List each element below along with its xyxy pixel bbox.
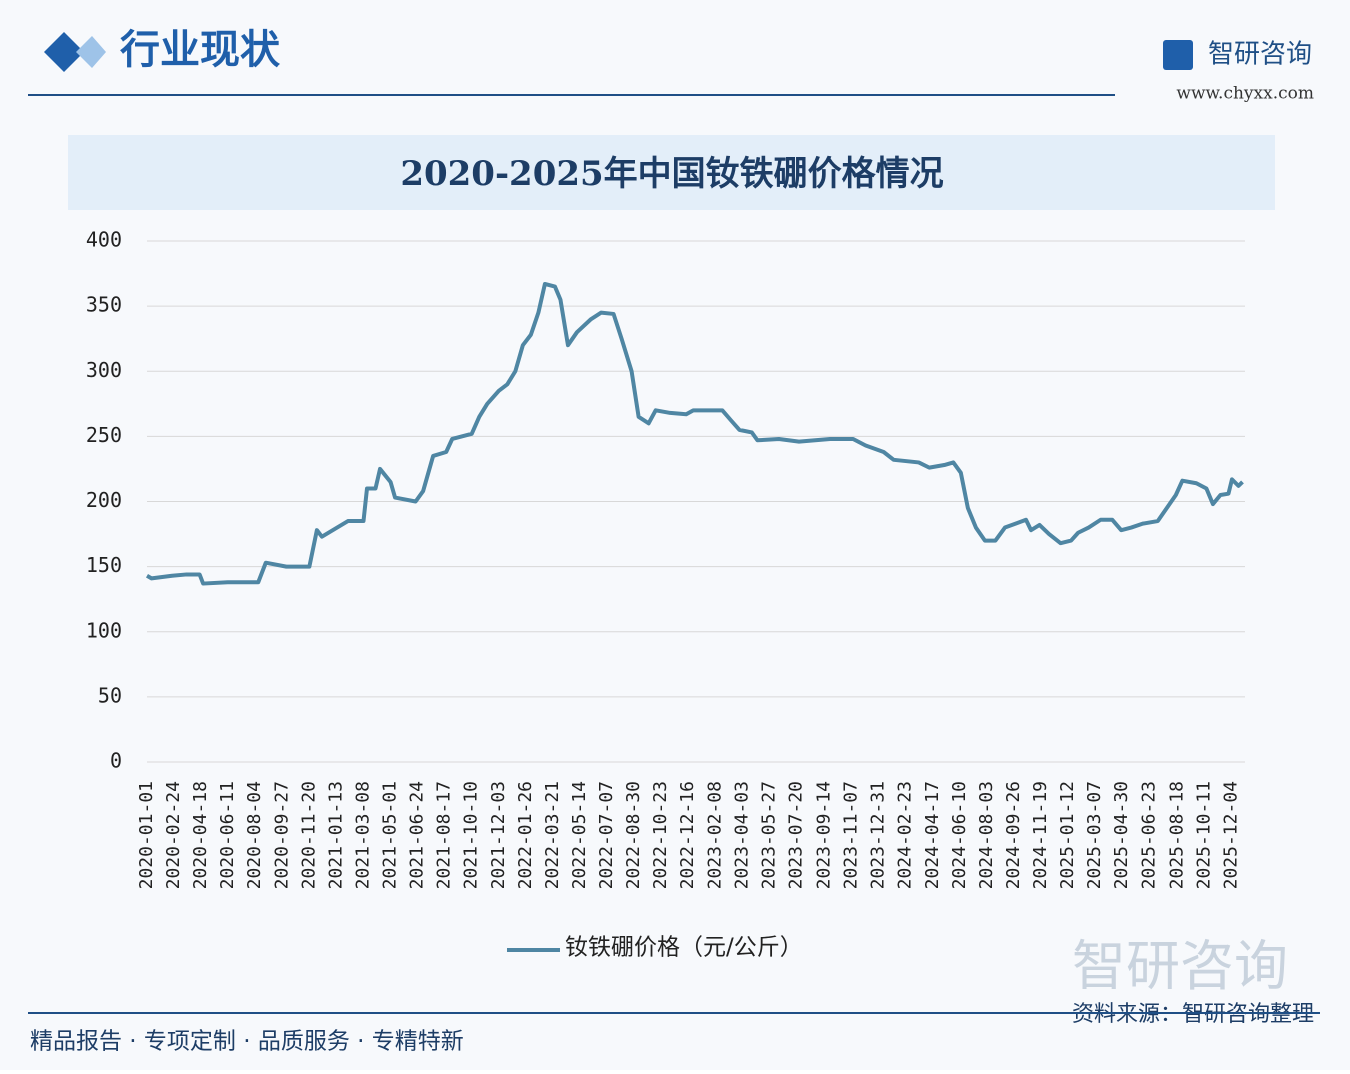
- series-line: [145, 281, 1244, 586]
- x-tick-label: 2022-03-21: [542, 781, 563, 889]
- plot: 0 50 100 150 200 250 300 350 400 2020-01-01 2020-0…: [86, 228, 1245, 961]
- source: 资料来源：智研咨询整理: [1072, 1002, 1314, 1027]
- x-tick-label: 2020-08-04: [244, 781, 265, 889]
- x-tick-label: 2020-09-27: [271, 781, 292, 889]
- x-tick-label: 2023-12-31: [868, 781, 889, 889]
- x-tick-label: 2021-03-08: [352, 781, 373, 889]
- section-title: 行业现状: [120, 27, 281, 73]
- x-tick-label: 2023-04-03: [731, 781, 752, 889]
- x-tick-label: 2021-05-01: [380, 781, 401, 889]
- header-icon: [44, 32, 84, 72]
- x-tick-label: 2024-09-26: [1003, 781, 1024, 889]
- x-tick-label: 2024-06-10: [949, 781, 970, 889]
- x-tick-label: 2023-02-08: [704, 781, 725, 889]
- x-tick-label: 2023-07-20: [785, 781, 806, 889]
- x-tick-label: 2023-05-27: [758, 781, 779, 889]
- x-tick-label: 2022-05-14: [569, 781, 590, 889]
- x-tick-label: 2024-04-17: [922, 781, 943, 889]
- slogan: 精品报告 · 专项定制 · 品质服务 · 专精特新: [30, 1029, 464, 1055]
- x-tick-label: 2021-06-24: [407, 781, 428, 889]
- y-tick-label: 0: [110, 749, 122, 773]
- legend-label: 钕铁硼价格（元/公斤）: [565, 935, 803, 961]
- x-tick-label: 2020-06-11: [217, 781, 238, 889]
- x-tick-label: 2024-08-03: [976, 781, 997, 889]
- y-tick-label: 300: [86, 358, 122, 382]
- x-tick-label: 2022-08-30: [623, 781, 644, 889]
- x-tick-label: 2022-10-23: [650, 781, 671, 889]
- x-tick-label: 2025-06-23: [1138, 781, 1159, 889]
- title-band: [68, 135, 1275, 210]
- y-tick-label: 350: [86, 293, 122, 317]
- y-tick-label: 100: [86, 618, 122, 642]
- url: www.chyxx.com: [1176, 84, 1314, 104]
- y-tick-label: 250: [86, 423, 122, 447]
- x-tick-label: 2021-08-17: [434, 781, 455, 889]
- x-tick-label: 2025-03-07: [1084, 781, 1105, 889]
- x-tick-label: 2025-10-11: [1193, 781, 1214, 889]
- x-tick-label: 2023-09-14: [814, 781, 835, 889]
- y-tick-label: 150: [86, 553, 122, 577]
- y-tick-label: 200: [86, 488, 122, 512]
- x-tick-label: 2020-01-01: [136, 781, 157, 889]
- x-tick-label: 2023-11-07: [841, 781, 862, 889]
- x-tick-label: 2021-10-10: [461, 781, 482, 889]
- x-tick-label: 2020-02-24: [163, 781, 184, 889]
- x-tick-label: 2025-12-04: [1220, 781, 1241, 889]
- chart-title: 2020-2025年中国钕铁硼价格情况: [400, 154, 943, 194]
- x-tick-label: 2024-11-19: [1030, 781, 1051, 889]
- x-tick-label: 2025-01-12: [1057, 781, 1078, 889]
- x-tick-label: 2021-01-13: [325, 781, 346, 889]
- y-tick-label: 50: [98, 683, 122, 707]
- watermark: 智研咨询: [1072, 935, 1288, 998]
- logo: [1163, 40, 1193, 70]
- x-tick-label: 2025-08-18: [1166, 781, 1187, 889]
- y-tick-label: 400: [86, 228, 122, 252]
- x-tick-label: 2022-12-16: [677, 781, 698, 889]
- x-tick-label: 2021-12-03: [488, 781, 509, 889]
- brand: 智研咨询: [1208, 40, 1312, 70]
- header-icon: [76, 36, 106, 68]
- x-tick-label: 2024-02-23: [895, 781, 916, 889]
- x-tick-label: 2020-11-20: [298, 781, 319, 889]
- x-tick-label: 2020-04-18: [190, 781, 211, 889]
- x-tick-label: 2022-01-26: [515, 781, 536, 889]
- x-tick-label: 2022-07-07: [596, 781, 617, 889]
- x-tick-label: 2025-04-30: [1111, 781, 1132, 889]
